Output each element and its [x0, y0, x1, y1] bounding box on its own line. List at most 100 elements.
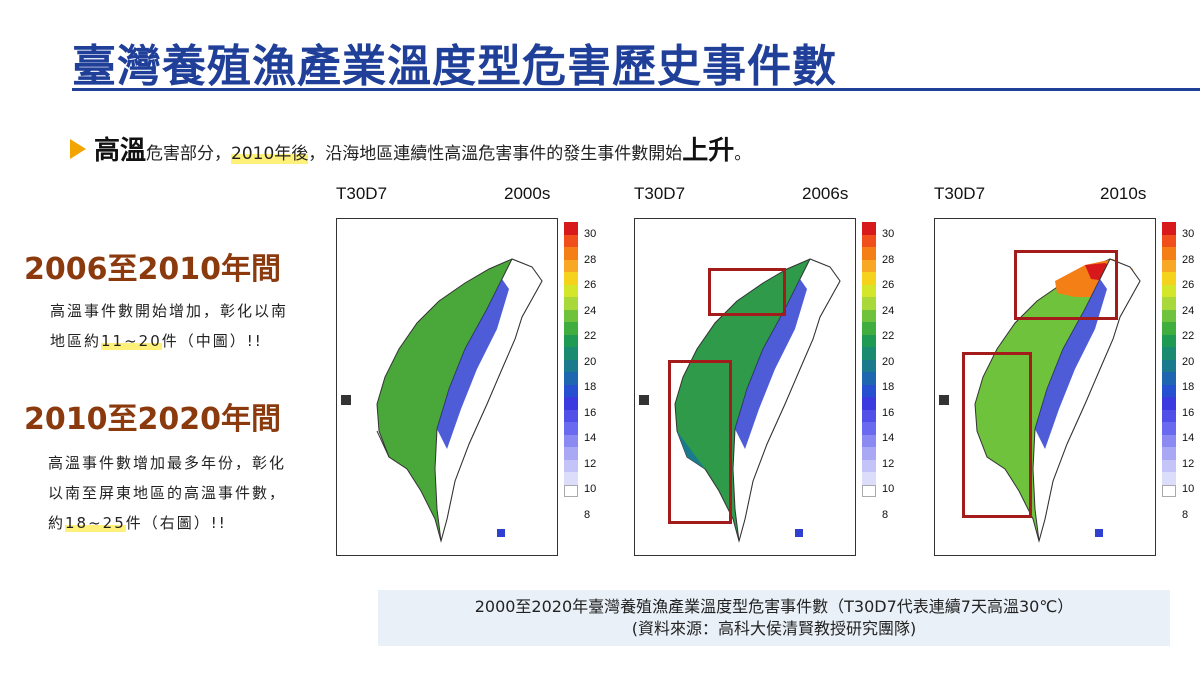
- highlight-box-north: [708, 268, 786, 316]
- colorbar-tick-label: 16: [1182, 406, 1195, 419]
- colorbar-swatch: [1162, 297, 1176, 310]
- bullet-strong-high-temp: 高溫: [94, 136, 147, 166]
- colorbar-swatch: [564, 334, 578, 347]
- bullet-text-2: ，沿海地區連續性高溫危害事件的發生事件數開始: [308, 144, 683, 164]
- colorbar-tick-label: 28: [882, 253, 895, 266]
- penghu-islands: [341, 395, 351, 405]
- colorbar-tick-label: 18: [584, 381, 597, 393]
- colorbar-swatch: [564, 434, 578, 447]
- colorbar-tick-label: 14: [1182, 432, 1195, 444]
- section1-line2-highlight: 11~20: [101, 332, 162, 350]
- colorbar-swatch: [1162, 447, 1176, 460]
- section1-heading: 2006至2010年間: [24, 252, 281, 287]
- triangle-bullet-icon: [70, 138, 86, 159]
- colorbar-tick-label: 12: [882, 457, 895, 470]
- section1-line2: 地區約11~20件（中圖）!!: [50, 326, 288, 356]
- map-panel-label-right: 2000s: [504, 184, 551, 203]
- caption-line2: (資料來源：高科大侯清賢教授研究團隊): [631, 619, 917, 638]
- section2-line3-post: 件（右圖）!!: [125, 514, 227, 532]
- colorbar: [564, 222, 578, 497]
- section2-line3-pre: 約: [48, 514, 66, 532]
- section1-text: 高溫事件數開始增加，彰化以南 地區約11~20件（中圖）!!: [50, 296, 288, 356]
- colorbar-swatch: [862, 422, 876, 435]
- colorbar-swatch: [564, 397, 578, 410]
- colorbar-tick-label: 10: [882, 483, 895, 495]
- colorbar-tick-label: 26: [1182, 279, 1195, 291]
- bullet-highlight-2010: 2010年後: [231, 139, 309, 164]
- colorbar-tick-label: 8: [882, 508, 889, 521]
- map-panel-2000s: T30D7 2000s 30 28 26 24 22 20 18 16 14 12 10 8: [336, 184, 636, 564]
- colorbar-swatch: [862, 297, 876, 310]
- colorbar-swatch: [1162, 484, 1176, 497]
- colorbar-tick-label: 26: [882, 279, 895, 291]
- colorbar-swatch: [1162, 409, 1176, 422]
- colorbar-tick-label: 14: [584, 432, 597, 444]
- bullet-text-1: 危害部分，: [146, 144, 232, 164]
- colorbar-swatch: [564, 309, 578, 322]
- colorbar-swatch: [564, 422, 578, 435]
- colorbar-tick-label: 12: [584, 457, 597, 470]
- colorbar-tick-label: 28: [584, 253, 597, 266]
- figure-caption: 2000至2020年臺灣養殖漁產業溫度型危害事件數（T30D7代表連續7天高溫3…: [378, 590, 1170, 646]
- colorbar-tick-label: 30: [584, 228, 597, 240]
- colorbar: [1162, 222, 1176, 497]
- colorbar-tick-label: 28: [1182, 253, 1195, 266]
- colorbar-tick-label: 8: [1182, 508, 1189, 521]
- section2-text: 高溫事件數增加最多年份，彰化 以南至屏東地區的高溫事件數， 約18~25件（右圖…: [48, 448, 286, 538]
- page-title: 臺灣養殖漁產業溫度型危害歷史事件數: [72, 41, 837, 92]
- colorbar-tick-label: 20: [1182, 355, 1195, 368]
- section1-line1: 高溫事件數開始增加，彰化以南: [50, 302, 289, 320]
- colorbar-swatch: [564, 284, 578, 297]
- colorbar-swatch: [564, 297, 578, 310]
- colorbar-swatch: [1162, 459, 1176, 472]
- colorbar-swatch: [862, 434, 876, 447]
- taiwan-map: [639, 258, 841, 543]
- colorbar-swatch: [1162, 422, 1176, 435]
- colorbar-tick-label: 22: [584, 330, 597, 342]
- penghu-islands: [639, 395, 649, 405]
- map-panel-label-left: T30D7: [336, 184, 388, 203]
- taiwan-map: [939, 258, 1141, 543]
- colorbar-swatch: [564, 384, 578, 397]
- map-frame: [934, 218, 1156, 556]
- section1-line2-pre: 地區約: [50, 332, 102, 350]
- colorbar-swatch: [1162, 434, 1176, 447]
- colorbar-swatch: [862, 447, 876, 460]
- colorbar-tick-label: 16: [584, 406, 597, 419]
- colorbar-swatch: [862, 409, 876, 422]
- colorbar-tick-label: 18: [882, 381, 895, 393]
- map-panel-label-left: T30D7: [934, 184, 986, 203]
- colorbar-swatch: [862, 384, 876, 397]
- colorbar-swatch: [862, 372, 876, 385]
- taiwan-mountain-edge: [735, 279, 807, 449]
- colorbar-swatch: [1162, 397, 1176, 410]
- colorbar-swatch: [1162, 222, 1176, 235]
- colorbar-swatch: [1162, 347, 1176, 360]
- section2-line3-highlight: 18~25: [65, 514, 126, 532]
- colorbar-swatch: [862, 284, 876, 297]
- section2-line1: 高溫事件數增加最多年份，彰化: [48, 454, 287, 472]
- colorbar-swatch: [564, 459, 578, 472]
- section2-line3: 約18~25件（右圖）!!: [48, 508, 286, 538]
- colorbar-swatch: [1162, 372, 1176, 385]
- colorbar-swatch: [1162, 247, 1176, 260]
- section2-line2: 以南至屏東地區的高溫事件數，: [48, 484, 287, 502]
- colorbar-swatch: [1162, 384, 1176, 397]
- colorbar-swatch: [564, 409, 578, 422]
- colorbar-tick-label: 10: [1182, 483, 1195, 495]
- colorbar-tick-label: 16: [882, 406, 895, 419]
- colorbar-swatch: [564, 447, 578, 460]
- map-panel-label-left: T30D7: [634, 184, 686, 203]
- summary-bullet: 高溫 危害部分， 2010年後 ，沿海地區連續性高溫危害事件的發生事件數開始 上…: [70, 130, 751, 167]
- colorbar-swatch: [862, 247, 876, 260]
- colorbar-swatch: [1162, 472, 1176, 485]
- section1-line2-post: 件（中圖）!!: [161, 332, 263, 350]
- highlight-box-southwest: [962, 352, 1032, 518]
- colorbar-tick-label: 22: [882, 330, 895, 342]
- taiwan-map: [341, 258, 543, 543]
- colorbar-swatch: [862, 334, 876, 347]
- colorbar-swatch: [564, 259, 578, 272]
- lanyu-island: [1095, 529, 1103, 537]
- colorbar-tick-label: 8: [584, 508, 591, 521]
- map-panel-label-right: 2006s: [802, 184, 849, 203]
